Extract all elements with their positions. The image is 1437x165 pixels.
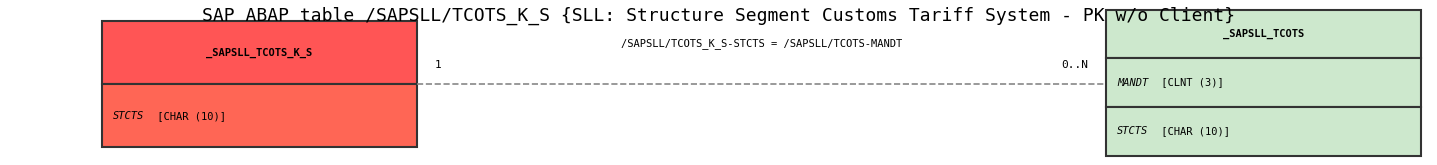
Text: MANDT: MANDT <box>1117 78 1148 87</box>
Text: SAP ABAP table /SAPSLL/TCOTS_K_S {SLL: Structure Segment Customs Tariff System -: SAP ABAP table /SAPSLL/TCOTS_K_S {SLL: S… <box>203 6 1234 25</box>
Text: _SAPSLL_TCOTS: _SAPSLL_TCOTS <box>1223 29 1305 39</box>
Text: [CHAR (10)]: [CHAR (10)] <box>151 111 226 121</box>
FancyBboxPatch shape <box>1105 58 1421 107</box>
Text: 0..N: 0..N <box>1062 60 1089 70</box>
FancyBboxPatch shape <box>102 84 417 147</box>
Text: [CLNT (3)]: [CLNT (3)] <box>1154 78 1223 87</box>
Text: STCTS: STCTS <box>1117 126 1148 136</box>
Text: /SAPSLL/TCOTS_K_S-STCTS = /SAPSLL/TCOTS-MANDT: /SAPSLL/TCOTS_K_S-STCTS = /SAPSLL/TCOTS-… <box>621 38 902 49</box>
Text: _SAPSLL_TCOTS_K_S: _SAPSLL_TCOTS_K_S <box>207 47 313 58</box>
Text: 1: 1 <box>434 60 441 70</box>
FancyBboxPatch shape <box>1105 10 1421 58</box>
Text: [CHAR (10)]: [CHAR (10)] <box>1154 126 1230 136</box>
FancyBboxPatch shape <box>1105 107 1421 155</box>
FancyBboxPatch shape <box>102 21 417 84</box>
Text: STCTS: STCTS <box>114 111 145 121</box>
